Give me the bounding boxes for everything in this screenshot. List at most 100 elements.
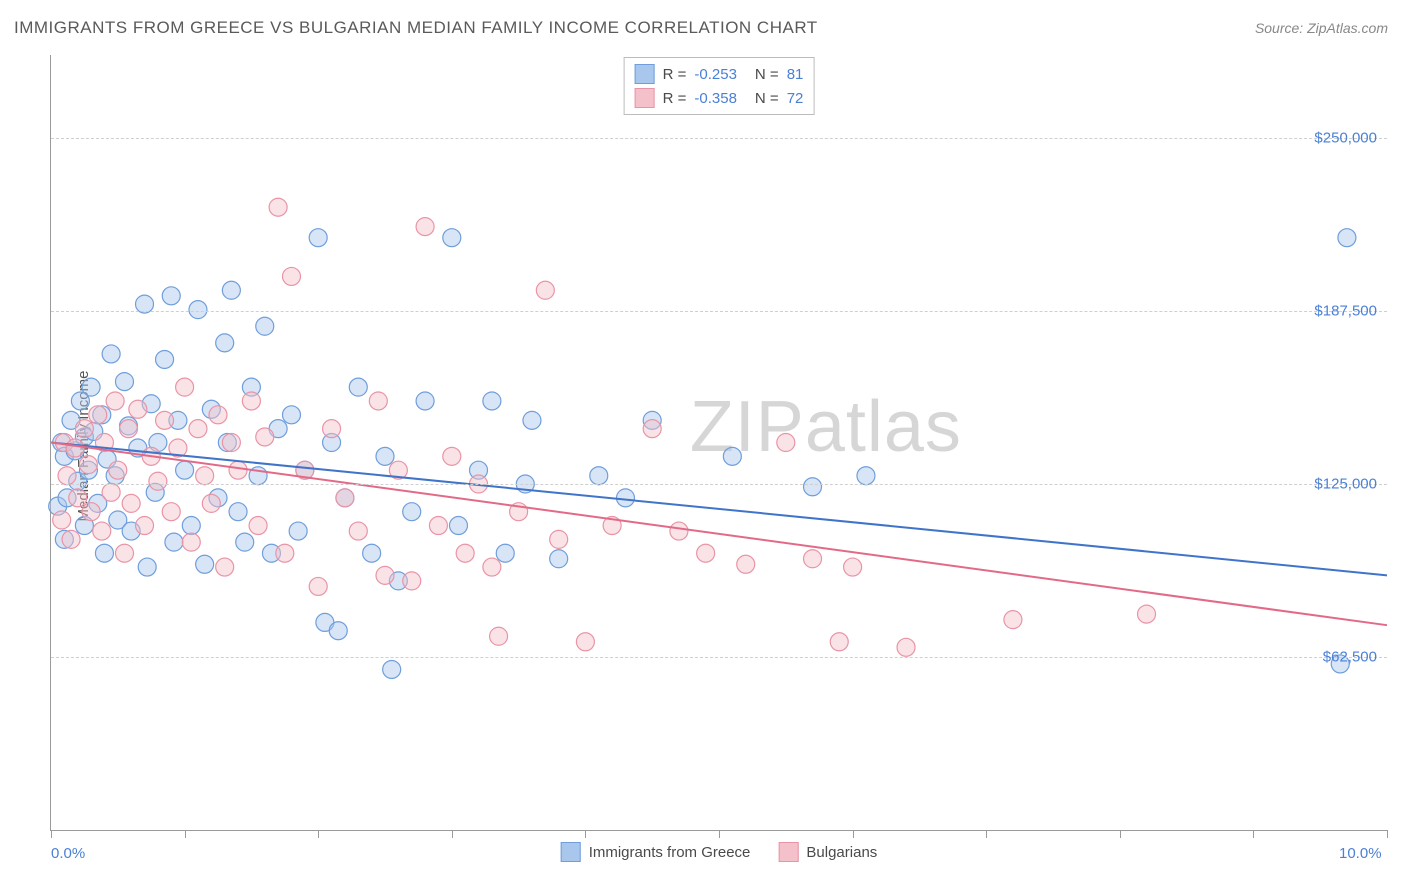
- legend-swatch: [635, 64, 655, 84]
- chart-svg: [51, 55, 1387, 830]
- scatter-point: [229, 503, 247, 521]
- scatter-point: [176, 378, 194, 396]
- x-tick-label: 10.0%: [1339, 845, 1382, 862]
- scatter-point: [162, 503, 180, 521]
- scatter-point: [156, 350, 174, 368]
- source-attribution: Source: ZipAtlas.com: [1255, 20, 1388, 36]
- legend-n-label: N =: [755, 90, 779, 107]
- legend-n-value: 81: [787, 66, 804, 83]
- scatter-point: [309, 229, 327, 247]
- scatter-point: [416, 218, 434, 236]
- regression-line: [51, 443, 1387, 626]
- scatter-point: [844, 558, 862, 576]
- scatter-point: [182, 517, 200, 535]
- legend-r-value: -0.253: [694, 66, 737, 83]
- scatter-point: [102, 345, 120, 363]
- scatter-point: [156, 411, 174, 429]
- scatter-point: [136, 517, 154, 535]
- legend-correlation-row: R =-0.358N =72: [635, 86, 804, 110]
- y-tick-label: $250,000: [1314, 130, 1377, 147]
- legend-n-label: N =: [755, 66, 779, 83]
- scatter-point: [256, 317, 274, 335]
- scatter-point: [483, 558, 501, 576]
- gridline: [51, 484, 1387, 485]
- x-tick: [452, 830, 453, 838]
- scatter-point: [222, 434, 240, 452]
- scatter-point: [189, 420, 207, 438]
- scatter-point: [69, 489, 87, 507]
- x-tick: [719, 830, 720, 838]
- scatter-point: [115, 373, 133, 391]
- scatter-point: [670, 522, 688, 540]
- scatter-point: [483, 392, 501, 410]
- x-tick: [986, 830, 987, 838]
- scatter-point: [102, 483, 120, 501]
- scatter-point: [122, 494, 140, 512]
- scatter-point: [222, 281, 240, 299]
- scatter-point: [383, 660, 401, 678]
- chart-title: IMMIGRANTS FROM GREECE VS BULGARIAN MEDI…: [14, 18, 818, 38]
- scatter-point: [336, 489, 354, 507]
- scatter-point: [349, 522, 367, 540]
- x-tick: [1387, 830, 1388, 838]
- scatter-point: [216, 558, 234, 576]
- scatter-point: [129, 400, 147, 418]
- scatter-point: [93, 522, 111, 540]
- legend-series: Immigrants from Greece Bulgarians: [561, 842, 878, 862]
- scatter-point: [276, 544, 294, 562]
- legend-series-item: Bulgarians: [778, 842, 877, 862]
- scatter-point: [490, 627, 508, 645]
- scatter-point: [209, 406, 227, 424]
- scatter-point: [196, 555, 214, 573]
- x-tick-label: 0.0%: [51, 845, 85, 862]
- legend-series-label: Immigrants from Greece: [589, 844, 751, 861]
- scatter-point: [138, 558, 156, 576]
- scatter-point: [496, 544, 514, 562]
- scatter-point: [643, 420, 661, 438]
- scatter-point: [58, 467, 76, 485]
- scatter-point: [242, 392, 260, 410]
- y-tick-label: $187,500: [1314, 303, 1377, 320]
- regression-line: [51, 443, 1387, 576]
- y-tick-label: $125,000: [1314, 476, 1377, 493]
- scatter-point: [737, 555, 755, 573]
- source-prefix: Source:: [1255, 20, 1303, 36]
- x-tick: [318, 830, 319, 838]
- scatter-point: [456, 544, 474, 562]
- legend-r-value: -0.358: [694, 90, 737, 107]
- scatter-point: [363, 544, 381, 562]
- scatter-point: [804, 478, 822, 496]
- scatter-point: [590, 467, 608, 485]
- scatter-point: [536, 281, 554, 299]
- scatter-point: [723, 447, 741, 465]
- scatter-point: [282, 406, 300, 424]
- legend-swatch: [561, 842, 581, 862]
- legend-series-label: Bulgarians: [806, 844, 877, 861]
- scatter-point: [777, 434, 795, 452]
- scatter-point: [95, 544, 113, 562]
- scatter-point: [66, 439, 84, 457]
- scatter-point: [109, 461, 127, 479]
- x-tick: [853, 830, 854, 838]
- scatter-point: [897, 638, 915, 656]
- legend-correlation-row: R = -0.253 N = 81: [635, 62, 804, 86]
- scatter-point: [1338, 229, 1356, 247]
- scatter-point: [804, 550, 822, 568]
- plot-area: ZIPatlas R =-0.253N =81R =-0.358N =72 Im…: [50, 55, 1387, 831]
- legend-r-label: R =: [663, 66, 687, 83]
- scatter-point: [269, 198, 287, 216]
- scatter-point: [236, 533, 254, 551]
- scatter-point: [403, 503, 421, 521]
- scatter-point: [550, 550, 568, 568]
- scatter-point: [1004, 611, 1022, 629]
- scatter-point: [202, 494, 220, 512]
- scatter-point: [429, 517, 447, 535]
- x-tick: [51, 830, 52, 838]
- scatter-point: [523, 411, 541, 429]
- scatter-point: [176, 461, 194, 479]
- scatter-point: [165, 533, 183, 551]
- scatter-point: [62, 530, 80, 548]
- scatter-point: [282, 267, 300, 285]
- scatter-point: [329, 622, 347, 640]
- x-tick: [1120, 830, 1121, 838]
